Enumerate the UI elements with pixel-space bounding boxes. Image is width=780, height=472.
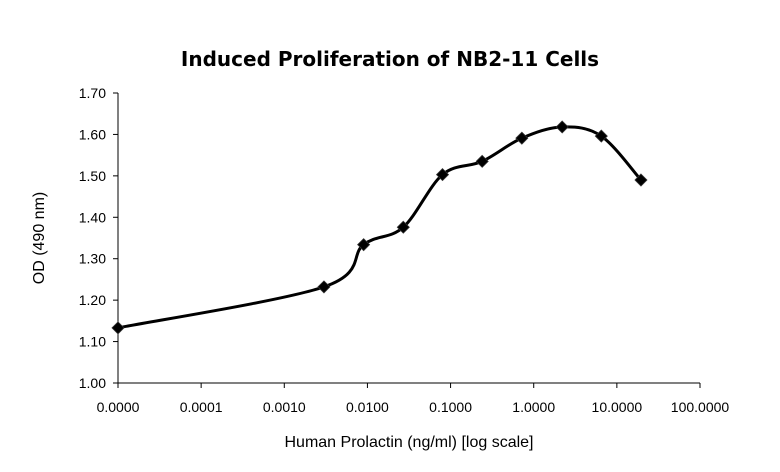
data-point-marker bbox=[555, 120, 569, 134]
y-ticks: 1.00 1.10 1.20 1.30 1.40 1.50 1.60 1.70 bbox=[79, 85, 118, 391]
x-tick-label: 0.1000 bbox=[429, 399, 472, 415]
y-tick-label: 1.30 bbox=[79, 251, 106, 267]
y-tick-label: 1.00 bbox=[79, 375, 106, 391]
x-tick-label: 0.0100 bbox=[346, 399, 389, 415]
y-tick-label: 1.70 bbox=[79, 85, 106, 101]
y-tick-label: 1.40 bbox=[79, 209, 106, 225]
data-point-marker bbox=[594, 129, 608, 143]
x-tick-label: 0.0000 bbox=[97, 399, 140, 415]
x-tick-label: 100.0000 bbox=[671, 399, 730, 415]
data-point-marker bbox=[357, 238, 371, 252]
x-tick-label: 0.0001 bbox=[180, 399, 223, 415]
axes bbox=[117, 93, 700, 384]
y-tick-label: 1.10 bbox=[79, 334, 106, 350]
data-point-marker bbox=[111, 321, 125, 335]
chart-title: Induced Proliferation of NB2-11 Cells bbox=[181, 47, 599, 71]
data-point-marker bbox=[475, 154, 489, 168]
y-axis-title: OD (490 nm) bbox=[31, 192, 48, 284]
data-points bbox=[111, 120, 648, 335]
data-point-marker bbox=[396, 220, 410, 234]
x-tick-label: 1.0000 bbox=[512, 399, 555, 415]
data-point-marker bbox=[317, 280, 331, 294]
series-line bbox=[117, 125, 643, 330]
x-tick-label: 10.0000 bbox=[592, 399, 643, 415]
y-tick-label: 1.50 bbox=[79, 168, 106, 184]
data-point-marker bbox=[435, 168, 450, 182]
y-tick-label: 1.20 bbox=[79, 292, 106, 308]
x-axis-title: Human Prolactin (ng/ml) [log scale] bbox=[285, 434, 534, 451]
data-point-marker bbox=[515, 131, 529, 145]
data-point-marker bbox=[634, 173, 648, 187]
x-tick-label: 0.0010 bbox=[263, 399, 306, 415]
x-ticks: 0.0000 0.0001 0.0010 0.0100 0.1000 1.0000 10.0… bbox=[97, 383, 730, 415]
y-tick-label: 1.60 bbox=[79, 126, 106, 142]
